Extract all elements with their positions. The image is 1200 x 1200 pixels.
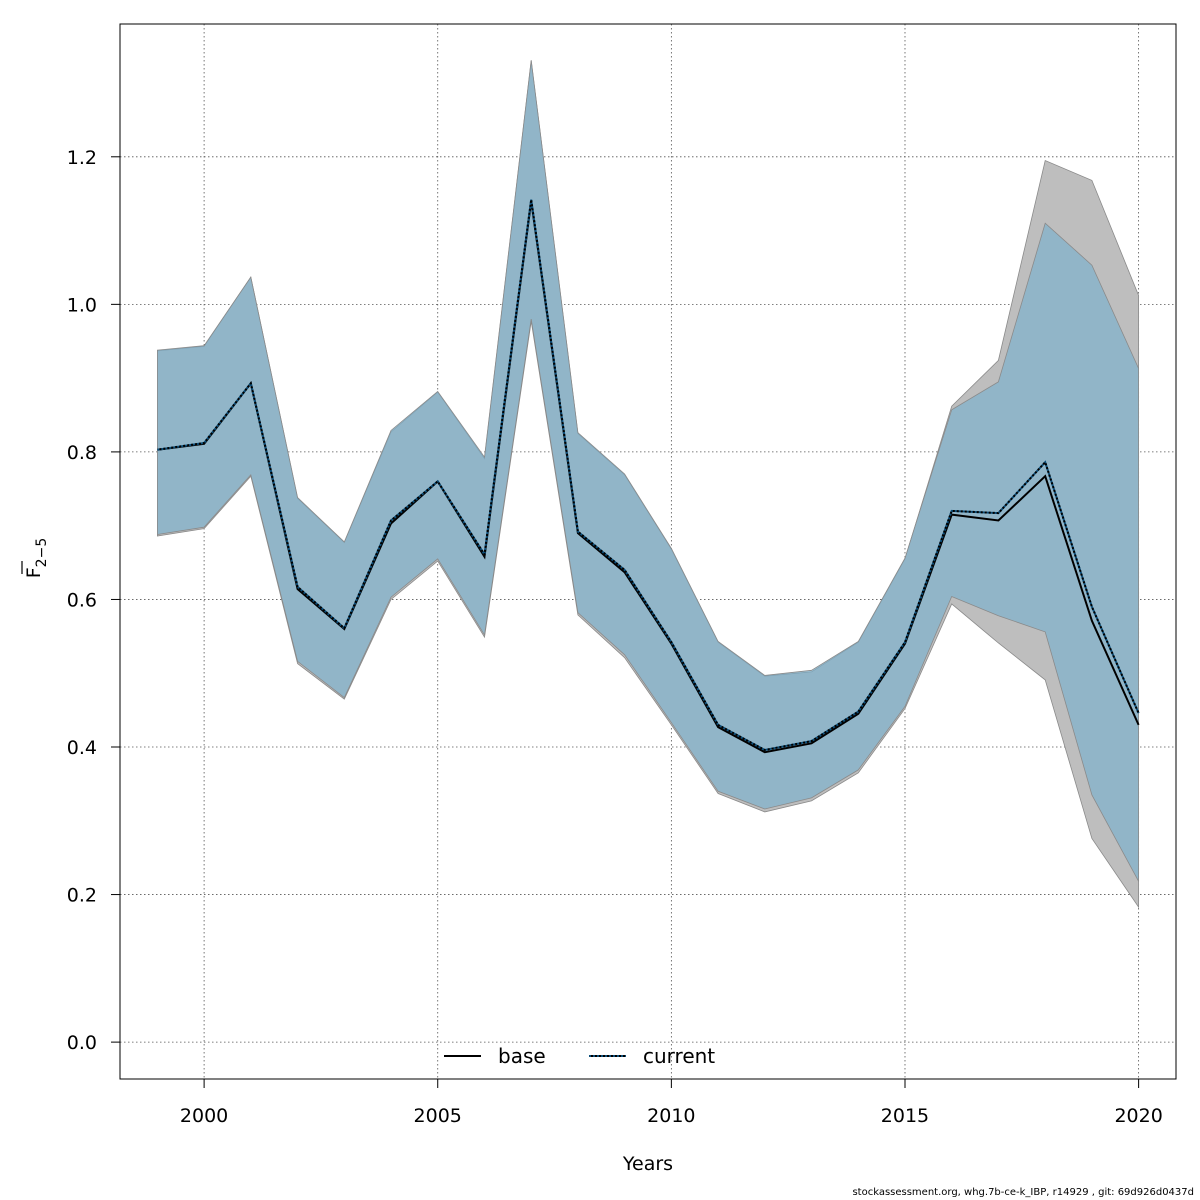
y-axis: 0.0 0.2 0.4 0.6 0.8 1.0 1.2 — [67, 147, 120, 1054]
svg-text:F2−5: F2−5 — [23, 538, 50, 578]
y-axis-title-main: F — [23, 567, 45, 578]
x-tick-label-2000: 2000 — [180, 1105, 228, 1127]
y-tick-label-0.6: 0.6 — [67, 589, 97, 611]
series-lines — [157, 199, 1140, 754]
x-tick-label-2010: 2010 — [647, 1105, 695, 1127]
y-tick-label-1.2: 1.2 — [67, 147, 97, 169]
x-tick-label-2015: 2015 — [881, 1105, 929, 1127]
legend-label-current: current — [643, 1044, 715, 1068]
footer-attribution: stockassessment.org, whg.7b-ce-k_IBP, r1… — [852, 1187, 1194, 1198]
y-tick-label-1: 1.0 — [67, 294, 97, 316]
x-tick-label-2005: 2005 — [414, 1105, 462, 1127]
confidence-band-current — [157, 60, 1139, 882]
plot-frame — [119, 23, 1177, 1080]
y-tick-label-0: 0.0 — [67, 1032, 97, 1054]
confidence-bands — [157, 60, 1139, 909]
y-tick-label-0.4: 0.4 — [67, 737, 97, 759]
legend-label-base: base — [498, 1044, 546, 1068]
x-axis-title: Years — [622, 1153, 673, 1175]
x-tick-label-2020: 2020 — [1114, 1105, 1162, 1127]
x-axis: 2000 2005 2010 2015 2020 — [180, 1079, 1163, 1127]
series-line-current-dots — [157, 199, 1140, 752]
series-line-base — [157, 200, 1140, 754]
y-tick-label-0.2: 0.2 — [67, 885, 97, 907]
y-axis-title-subscript: 2−5 — [34, 538, 50, 568]
legend: base current — [444, 1044, 715, 1068]
y-tick-label-0.8: 0.8 — [67, 442, 97, 464]
y-axis-title: F2−5 — [21, 538, 50, 578]
